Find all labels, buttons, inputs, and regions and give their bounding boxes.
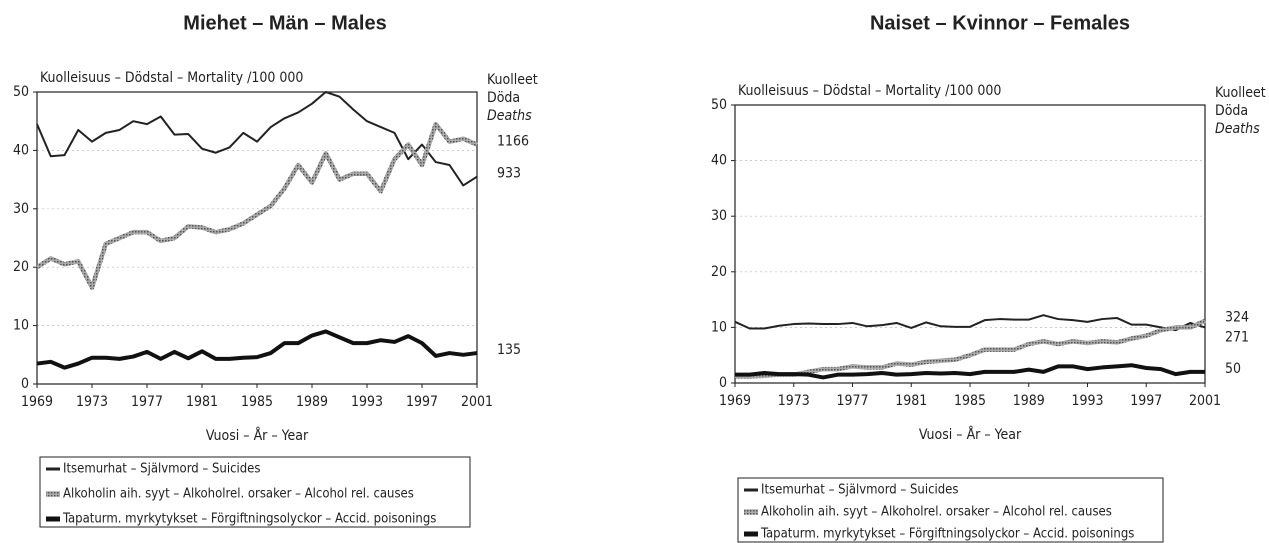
legend-box: [39, 456, 471, 528]
y-axis-label: Kuolleisuus – Dödstal – Mortality /100 0…: [738, 83, 1001, 99]
legend-label: Itsemurhat – Självmord – Suicides: [761, 483, 958, 498]
x-tick-label: 1985: [954, 393, 986, 409]
deaths-label: Döda: [1215, 103, 1248, 119]
deaths-value: 50: [1225, 361, 1241, 377]
y-tick-label: 50: [711, 97, 727, 113]
x-tick-label: 1997: [406, 394, 438, 410]
y-tick-label: 0: [21, 376, 29, 392]
deaths-value: 1166: [497, 134, 529, 150]
y-tick-label: 0: [719, 375, 727, 391]
y-tick-label: 30: [13, 201, 29, 217]
x-axis-label: Vuosi – År – Year: [919, 426, 1022, 443]
x-tick-label: 1981: [186, 394, 218, 410]
x-tick-label: 1973: [76, 394, 108, 410]
y-tick-label: 20: [711, 264, 727, 280]
series-line: [35, 121, 478, 290]
x-axis-label: Vuosi – År – Year: [206, 427, 309, 444]
series-line: [735, 318, 1206, 379]
deaths-value: 324: [1225, 310, 1249, 326]
deaths-label: Döda: [487, 90, 520, 106]
deaths-label: Kuolleet: [487, 72, 538, 88]
y-axis-label: Kuolleisuus – Dödstal – Mortality /100 0…: [40, 70, 303, 86]
x-tick-label: 1973: [778, 393, 810, 409]
y-tick-label: 10: [711, 319, 727, 335]
y-tick-label: 20: [13, 259, 29, 275]
deaths-label: Deaths: [487, 108, 532, 124]
series-line: [36, 91, 478, 187]
legend-label: Tapaturm. myrkytykset – Förgiftningsolyc…: [62, 512, 436, 527]
x-tick-label: 1977: [836, 393, 868, 409]
deaths-label: Kuolleet: [1215, 85, 1266, 101]
legend-label: Alkoholin aih. syyt – Alkoholrel. orsake…: [761, 505, 1112, 520]
x-tick-label: 1997: [1130, 393, 1162, 409]
deaths-value: 271: [1225, 330, 1249, 346]
x-tick-label: 1969: [21, 394, 53, 410]
x-tick-label: 1969: [719, 393, 751, 409]
deaths-label: Deaths: [1215, 121, 1260, 137]
series-line: [36, 329, 478, 370]
y-tick-label: 40: [13, 142, 29, 158]
x-tick-label: 2001: [1189, 393, 1221, 409]
y-tick-label: 40: [711, 153, 727, 169]
plot-frame: [36, 91, 478, 385]
x-tick-label: 1985: [241, 394, 273, 410]
series-line: [735, 363, 1205, 380]
chart-title: Miehet – Män – Males: [183, 12, 386, 34]
x-tick-label: 2001: [461, 394, 493, 410]
series-line: [734, 314, 1206, 332]
y-tick-label: 50: [13, 84, 29, 100]
legend-label: Tapaturm. myrkytykset – Förgiftningsolyc…: [760, 527, 1134, 542]
plot-frame: [734, 104, 1206, 384]
x-tick-label: 1977: [131, 394, 163, 410]
x-tick-label: 1989: [1013, 393, 1045, 409]
x-tick-label: 1993: [351, 394, 383, 410]
deaths-value: 933: [497, 166, 521, 182]
deaths-value: 135: [497, 342, 521, 358]
x-tick-label: 1989: [296, 394, 328, 410]
chart-panel: Naiset – Kvinnor – Females Kuolleisuus – …: [711, 12, 1266, 543]
y-tick-label: 10: [13, 318, 29, 334]
chart-panel: Miehet – Män – Males Kuolleisuus – Dödsta…: [13, 12, 538, 528]
legend-box: [737, 477, 1164, 543]
legend-label: Alkoholin aih. syyt – Alkoholrel. orsake…: [63, 487, 414, 502]
chart-title: Naiset – Kvinnor – Females: [870, 12, 1130, 34]
x-tick-label: 1993: [1071, 393, 1103, 409]
legend-label: Itsemurhat – Självmord – Suicides: [63, 462, 260, 477]
x-tick-label: 1981: [895, 393, 927, 409]
y-tick-label: 30: [711, 208, 727, 224]
